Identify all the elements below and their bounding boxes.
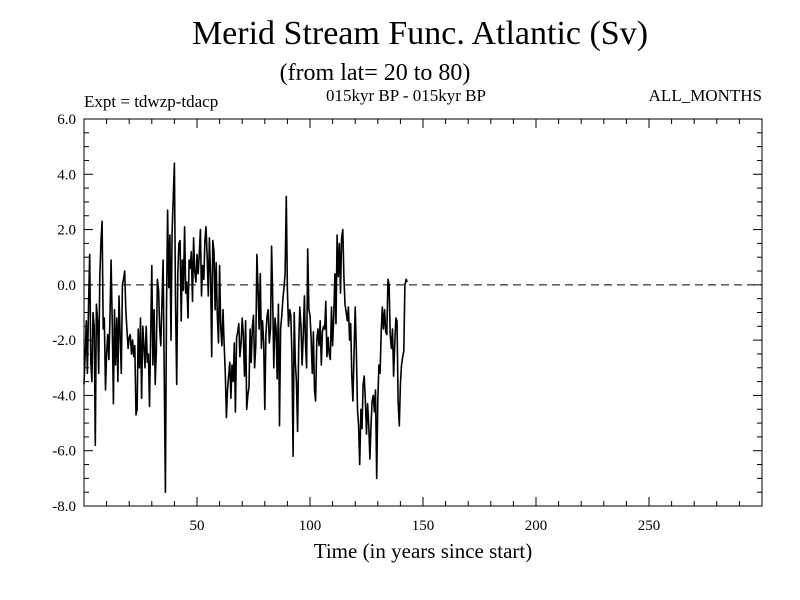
plot-frame (83, 118, 763, 507)
y-tick-label: -8.0 (52, 499, 76, 515)
y-tick-label: -4.0 (52, 388, 76, 404)
chart-subtitle: (from lat= 20 to 80) (279, 60, 471, 86)
y-tick-label: 6.0 (57, 112, 76, 128)
y-tick-label: -6.0 (52, 444, 76, 460)
y-tick-label: 2.0 (57, 223, 76, 239)
months-label: ALL_MONTHS (648, 86, 762, 105)
x-tick-label: 150 (412, 518, 435, 534)
tick-marks (84, 118, 762, 507)
y-tick-label: -2.0 (52, 333, 76, 349)
x-tick-label: 50 (190, 518, 205, 534)
experiment-label: Expt = tdwzp-tdacp (84, 92, 219, 111)
x-tick-label: 100 (299, 518, 322, 534)
x-axis-title: Time (in years since start) (313, 539, 533, 563)
x-tick-label: 200 (525, 518, 548, 534)
y-tick-label: 4.0 (57, 167, 76, 183)
y-tick-label: 0.0 (57, 278, 76, 294)
period-label: 015kyr BP - 015kyr BP (326, 86, 486, 105)
x-tick-label: 250 (638, 518, 661, 534)
chart-title: Merid Stream Func. Atlantic (Sv) (191, 15, 649, 52)
x-tick-labels: 50 100 150 200 250 (190, 518, 661, 534)
series-line (83, 162, 408, 494)
y-tick-labels: 6.0 4.0 2.0 0.0 -2.0 -4.0 -6.0 -8.0 (52, 112, 76, 515)
